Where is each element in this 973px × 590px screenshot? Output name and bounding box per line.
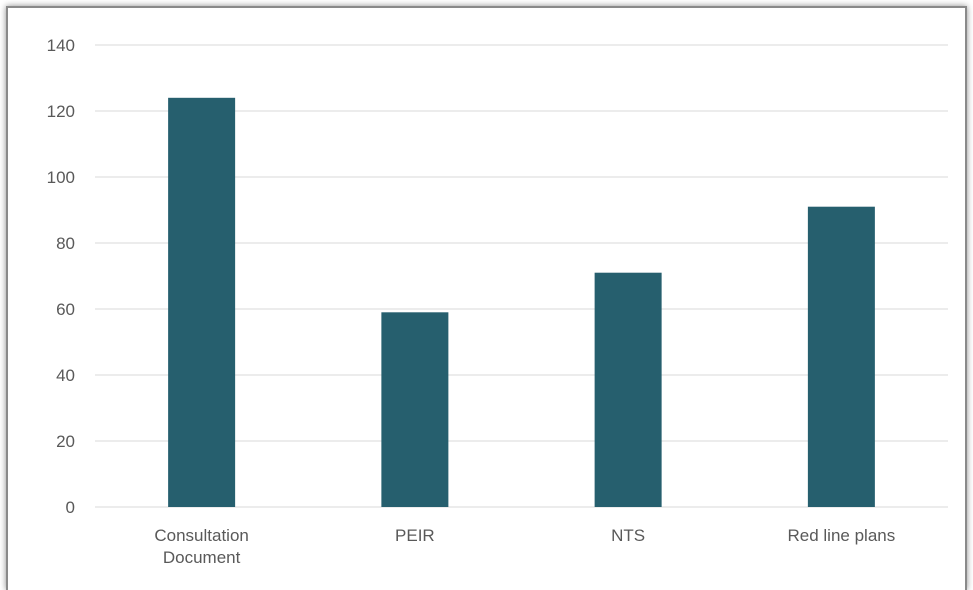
x-category-label-line: Consultation [154, 526, 249, 545]
bars [168, 97, 875, 508]
y-tick-label: 120 [47, 102, 75, 121]
x-category-label-line: PEIR [395, 526, 435, 545]
chart-frame [6, 6, 967, 590]
gridlines [95, 44, 948, 508]
x-category-label: Consultation Document [154, 526, 249, 567]
x-category-label: NTS [611, 526, 645, 545]
y-tick-label: 80 [56, 234, 75, 253]
y-tick-label: 140 [47, 36, 75, 55]
x-category-label-line: Document [163, 548, 241, 567]
y-tick-label: 100 [47, 168, 75, 187]
y-tick-label: 0 [66, 498, 75, 517]
x-category-label-line: NTS [611, 526, 645, 545]
bar [168, 97, 236, 508]
bar [594, 272, 662, 507]
bar [381, 312, 449, 507]
x-category-label-line: Red line plans [788, 526, 896, 545]
bar [807, 206, 875, 507]
y-tick-label: 60 [56, 300, 75, 319]
x-category-label: PEIR [395, 526, 435, 545]
x-category-label: Red line plans [788, 526, 896, 545]
y-axis-ticks: 0 20 40 60 80 100 120 140 [47, 36, 75, 517]
x-axis-labels: Consultation Document PEIR NTS Red line plan… [154, 526, 895, 567]
y-tick-label: 40 [56, 366, 75, 385]
y-tick-label: 20 [56, 432, 75, 451]
